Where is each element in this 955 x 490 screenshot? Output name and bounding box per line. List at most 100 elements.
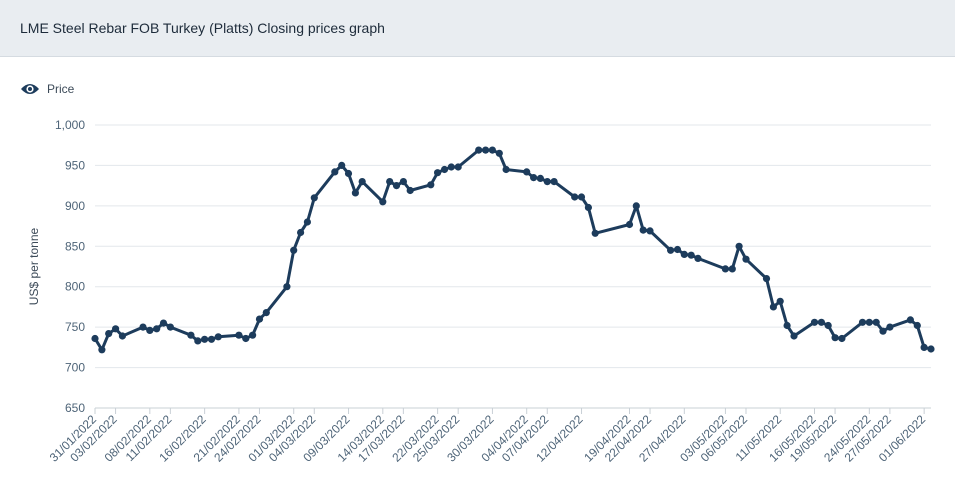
data-point: [139, 323, 147, 331]
legend[interactable]: Price: [20, 80, 74, 98]
data-point: [482, 146, 490, 154]
data-point: [646, 227, 654, 235]
data-point: [913, 321, 921, 330]
data-point: [249, 331, 257, 339]
data-point: [762, 275, 771, 283]
data-point: [392, 182, 401, 190]
data-point: [694, 254, 702, 262]
data-point: [255, 315, 264, 323]
data-point: [632, 202, 640, 210]
data-point: [687, 251, 695, 259]
data-point: [591, 229, 599, 237]
data-point: [358, 178, 366, 186]
data-point: [214, 333, 222, 341]
y-tick-label: 950: [65, 158, 85, 172]
data-point: [831, 334, 839, 342]
data-point: [434, 169, 442, 177]
data-point: [118, 332, 126, 340]
data-point: [166, 323, 174, 331]
data-point: [331, 168, 339, 176]
data-point: [297, 228, 305, 237]
data-point: [187, 331, 195, 339]
data-point: [824, 321, 832, 330]
data-point: [105, 330, 113, 338]
data-point: [351, 189, 359, 197]
eye-icon[interactable]: [20, 82, 40, 96]
data-point: [310, 194, 318, 202]
data-point: [98, 346, 106, 354]
data-point: [865, 318, 873, 326]
data-point: [543, 178, 551, 186]
data-point: [112, 325, 120, 333]
y-tick-label: 650: [65, 401, 85, 415]
data-point: [475, 146, 483, 154]
data-point: [790, 332, 798, 340]
data-point: [639, 226, 647, 234]
data-point: [920, 343, 928, 351]
data-point: [235, 331, 243, 339]
data-point: [379, 198, 387, 206]
data-point: [721, 265, 730, 273]
data-point: [673, 245, 682, 254]
data-point: [769, 303, 778, 311]
y-tick-label: 850: [65, 239, 85, 253]
data-point: [283, 283, 291, 291]
chart-title: LME Steel Rebar FOB Turkey (Platts) Clos…: [20, 20, 385, 36]
data-point: [680, 250, 688, 258]
data-point: [742, 255, 750, 263]
data-point: [386, 178, 394, 186]
data-point: [817, 318, 826, 326]
data-point: [776, 297, 784, 305]
data-point: [159, 319, 168, 327]
chart-header: LME Steel Rebar FOB Turkey (Platts) Clos…: [0, 0, 955, 57]
data-point: [406, 186, 414, 195]
data-point: [536, 174, 545, 182]
data-point: [91, 334, 99, 343]
data-point: [427, 181, 435, 189]
data-point: [523, 168, 531, 176]
data-point: [927, 345, 935, 353]
data-point: [146, 326, 154, 334]
data-point: [906, 316, 915, 324]
y-tick-label: 1,000: [55, 118, 85, 132]
series-line-price: [93, 148, 933, 352]
data-point: [550, 178, 558, 186]
data-point: [242, 334, 250, 343]
data-point: [625, 220, 634, 229]
data-point: [495, 149, 503, 157]
data-point: [303, 218, 311, 226]
data-point: [735, 242, 743, 250]
y-tick-label: 800: [65, 280, 85, 294]
data-point: [153, 325, 161, 333]
data-point: [290, 246, 298, 254]
data-point: [262, 309, 270, 317]
data-point: [207, 335, 216, 343]
data-point: [194, 337, 202, 345]
data-point: [344, 169, 353, 178]
data-point: [530, 174, 538, 182]
y-tick-label: 750: [65, 320, 85, 334]
y-tick-label: 700: [65, 361, 85, 375]
data-point: [810, 318, 819, 326]
legend-label-price: Price: [47, 82, 75, 96]
data-point: [838, 334, 846, 343]
data-point: [872, 318, 880, 326]
data-point: [728, 265, 736, 273]
data-point: [454, 163, 462, 171]
data-point: [488, 146, 496, 154]
data-point: [667, 246, 675, 254]
data-point: [201, 335, 209, 343]
data-point: [502, 165, 510, 174]
data-point: [858, 318, 867, 326]
data-point: [338, 161, 346, 169]
data-point: [447, 163, 455, 171]
data-point: [886, 323, 894, 331]
y-axis-title: US$ per tonne: [27, 227, 41, 305]
data-point: [584, 203, 593, 212]
data-point: [440, 165, 449, 174]
data-point: [879, 327, 887, 335]
data-point: [571, 193, 579, 201]
data-point: [783, 321, 791, 330]
data-point: [399, 178, 407, 186]
